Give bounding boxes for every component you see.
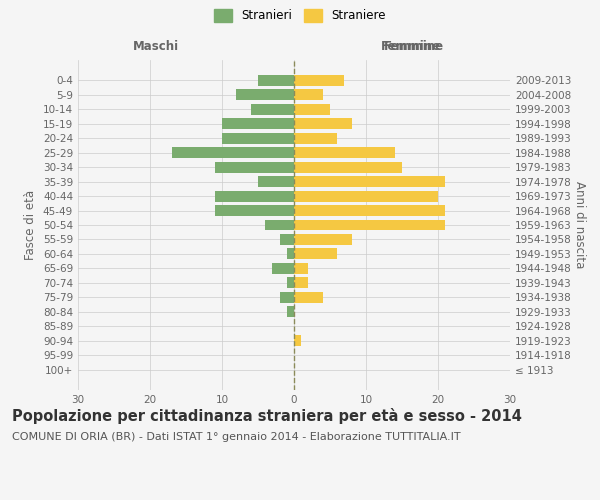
Bar [294,148,395,158]
Text: COMUNE DI ORIA (BR) - Dati ISTAT 1° gennaio 2014 - Elaborazione TUTTITALIA.IT: COMUNE DI ORIA (BR) - Dati ISTAT 1° genn… [12,432,461,442]
Bar [294,205,445,216]
Bar [294,190,438,202]
Bar [215,205,294,216]
Bar [258,176,294,187]
Bar [294,90,323,101]
Bar [172,148,294,158]
Bar [287,278,294,288]
Bar [236,90,294,101]
Legend: Stranieri, Straniere: Stranieri, Straniere [211,6,389,26]
Text: Femmine: Femmine [384,40,444,52]
Bar [294,104,330,115]
Bar [280,234,294,245]
Bar [222,133,294,143]
Y-axis label: Anni di nascita: Anni di nascita [572,182,586,268]
Bar [287,248,294,260]
Bar [294,176,445,187]
Bar [215,162,294,172]
Bar [294,162,402,172]
Text: Maschi: Maschi [133,40,179,52]
Bar [294,220,445,230]
Bar [294,75,344,86]
Bar [294,292,323,302]
Bar [215,190,294,202]
Y-axis label: Fasce di età: Fasce di età [25,190,37,260]
Bar [294,335,301,346]
Bar [251,104,294,115]
Text: Femmine: Femmine [380,40,441,54]
Bar [287,306,294,317]
Bar [294,278,308,288]
Bar [222,118,294,129]
Bar [280,292,294,302]
Bar [294,234,352,245]
Bar [265,220,294,230]
Bar [258,75,294,86]
Bar [294,248,337,260]
Text: Popolazione per cittadinanza straniera per età e sesso - 2014: Popolazione per cittadinanza straniera p… [12,408,522,424]
Bar [294,118,352,129]
Bar [272,263,294,274]
Bar [294,263,308,274]
Bar [294,133,337,143]
